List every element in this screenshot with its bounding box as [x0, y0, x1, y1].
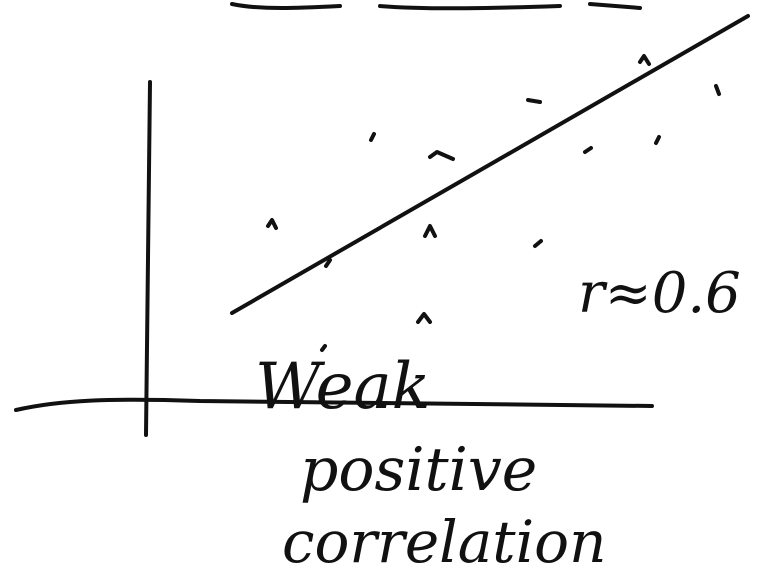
label-correlation: correlation	[282, 508, 606, 576]
point	[656, 137, 659, 143]
label-weak: Weak	[255, 350, 430, 424]
r-value: r≈0.6	[578, 261, 741, 326]
point	[716, 86, 719, 94]
sketch: r≈0.6 Weak positive correlation	[0, 0, 782, 577]
page: r≈0.6 Weak positive correlation (() => {…	[0, 0, 782, 577]
point	[371, 134, 374, 140]
point	[528, 100, 540, 102]
label-positive: positive	[300, 435, 537, 505]
